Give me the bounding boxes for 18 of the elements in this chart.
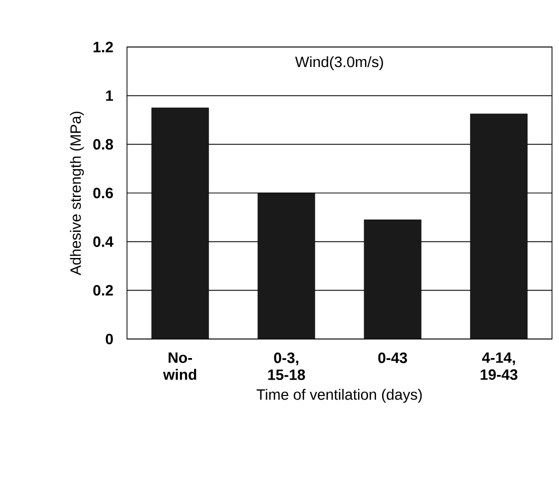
- bar: [151, 108, 209, 339]
- y-tick-label: 0: [106, 334, 113, 344]
- y-tick-label: 1: [106, 90, 114, 101]
- y-tick-label: 1.2: [94, 42, 113, 52]
- x-tick-label: 0-43: [378, 352, 408, 364]
- bar: [364, 220, 422, 339]
- text: Wind(3.0m/s): [295, 56, 383, 70]
- y-tick-label: 0.8: [93, 139, 114, 150]
- x-tick-label: 4-14, 19-43: [480, 352, 518, 380]
- y-tick-label: 0.6: [93, 188, 113, 198]
- y-tick-label: 0.2: [93, 285, 113, 296]
- x-tick-label: 0-3, 15-18: [268, 352, 306, 380]
- bar: [258, 192, 316, 339]
- y-axis-title: Adhesive strength (MPa): [70, 112, 84, 276]
- y-tick-label: 0.4: [93, 236, 114, 247]
- x-tick-label: No-wind: [163, 352, 196, 380]
- x-axis-title: Time of ventilation (days): [256, 388, 422, 403]
- bar: [470, 114, 528, 339]
